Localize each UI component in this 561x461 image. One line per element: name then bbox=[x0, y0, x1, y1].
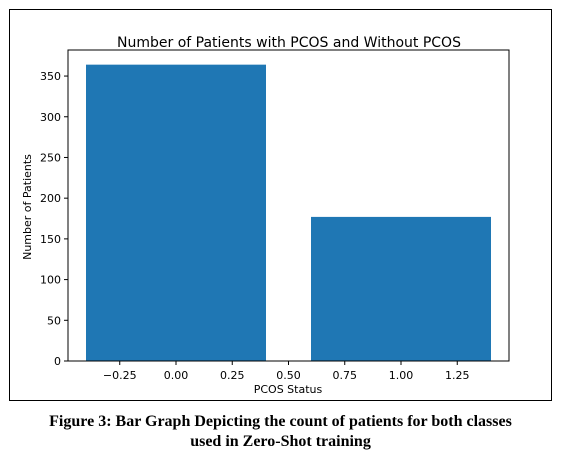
bar-0 bbox=[86, 64, 266, 361]
x-tick-label: −0.25 bbox=[103, 369, 137, 382]
y-tick-label: 100 bbox=[40, 274, 61, 287]
y-tick-label: 300 bbox=[40, 111, 61, 124]
x-axis-label: PCOS Status bbox=[254, 383, 323, 396]
y-tick-label: 50 bbox=[47, 314, 61, 327]
bars-layer bbox=[86, 64, 491, 361]
bar-chart: Number of Patients with PCOS and Without… bbox=[21, 35, 510, 396]
bar-1 bbox=[311, 216, 491, 361]
y-tick-label: 250 bbox=[40, 151, 61, 164]
x-tick-label: 0.75 bbox=[333, 369, 358, 382]
x-tick-label: 0.25 bbox=[220, 369, 245, 382]
x-axis-ticks: −0.25 0.00 0.25 0.50 0.75 1.00 1.25 bbox=[103, 361, 470, 382]
y-axis-label: Number of Patients bbox=[21, 154, 34, 260]
y-tick-label: 350 bbox=[40, 70, 61, 83]
x-tick-label: 1.00 bbox=[389, 369, 414, 382]
caption-line-2: used in Zero-Shot training bbox=[190, 433, 371, 450]
chart-title: Number of Patients with PCOS and Without… bbox=[117, 35, 461, 51]
y-tick-label: 150 bbox=[40, 233, 61, 246]
y-axis-ticks: 0 50 100 150 200 250 300 350 bbox=[40, 70, 68, 368]
x-tick-label: 0.00 bbox=[164, 369, 189, 382]
caption-line-1: Figure 3: Bar Graph Depicting the count … bbox=[49, 413, 512, 430]
x-tick-label: 1.25 bbox=[445, 369, 470, 382]
y-tick-label: 200 bbox=[40, 192, 61, 205]
figure-caption: Figure 3: Bar Graph Depicting the count … bbox=[0, 412, 561, 452]
x-tick-label: 0.50 bbox=[276, 369, 301, 382]
y-tick-label: 0 bbox=[54, 355, 61, 368]
